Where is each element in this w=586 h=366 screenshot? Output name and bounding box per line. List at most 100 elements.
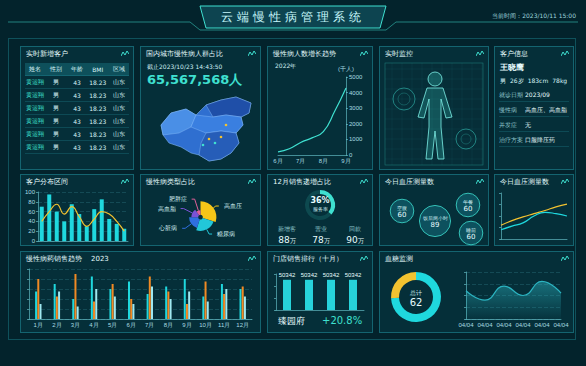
- svg-text:04/04: 04/04: [458, 322, 474, 328]
- svg-text:50342: 50342: [301, 272, 318, 278]
- svg-text:3月: 3月: [71, 322, 80, 328]
- html-text:实时监控: 实时监控: [385, 50, 413, 58]
- svg-text:04/04: 04/04: [515, 322, 531, 328]
- html-text:臻园府: 臻园府: [278, 316, 305, 326]
- svg-text:50342: 50342: [345, 272, 362, 278]
- html-text:今日血压测量数: 今日血压测量数: [500, 178, 549, 186]
- svg-text:12月: 12月: [236, 322, 249, 328]
- html-text:慢性病类型占比: 慢性病类型占比: [146, 178, 195, 186]
- html-text:今日血压测量数: 今日血压测量数: [385, 178, 434, 186]
- svg-text:(千人): (千人): [338, 65, 354, 72]
- svg-text:10月: 10月: [199, 322, 212, 328]
- svg-text:2月: 2月: [52, 322, 61, 328]
- svg-text:1月: 1月: [34, 322, 43, 328]
- svg-text:6月: 6月: [273, 158, 282, 164]
- svg-text:04/04: 04/04: [477, 322, 493, 328]
- html-text:实时新增客户: 实时新增客户: [26, 50, 68, 58]
- html-text:18.23: 18.23: [89, 104, 107, 112]
- svg-text:空腹: 空腹: [397, 205, 407, 211]
- html-text:山东: 山东: [112, 116, 125, 124]
- html-text:18.23: 18.23: [89, 78, 107, 86]
- svg-text:04/04: 04/04: [534, 322, 550, 328]
- svg-text:04/04: 04/04: [496, 322, 512, 328]
- html-text:36%: 36%: [310, 196, 330, 205]
- html-text:山东: 山东: [112, 77, 125, 85]
- html-text:山东: 山东: [112, 142, 125, 150]
- html-text:年龄: 年龄: [71, 64, 83, 72]
- html-text:黄运翔: 黄运翔: [26, 129, 45, 137]
- html-text:62: 62: [409, 297, 423, 308]
- svg-text:7月: 7月: [145, 322, 154, 328]
- svg-text:4月: 4月: [89, 322, 98, 328]
- svg-text:20: 20: [28, 228, 35, 234]
- svg-text:89: 89: [431, 221, 440, 229]
- svg-text:8月: 8月: [319, 158, 328, 164]
- html-text:客户分布区间: 客户分布区间: [26, 178, 68, 186]
- svg-text:7月: 7月: [296, 158, 305, 164]
- html-text:+20.8%: +20.8%: [322, 315, 363, 326]
- svg-text:60: 60: [398, 211, 407, 219]
- html-text:姓名: 姓名: [29, 64, 42, 72]
- html-text:43: 43: [73, 117, 81, 125]
- html-text:90万: 90万: [346, 235, 364, 245]
- html-text:43: 43: [73, 143, 81, 151]
- svg-text:50342: 50342: [279, 272, 296, 278]
- svg-text:8月: 8月: [164, 322, 173, 328]
- svg-text:高血压: 高血压: [224, 202, 242, 209]
- html-text:78万: 78万: [312, 235, 330, 245]
- html-text:黄运翔: 黄运翔: [26, 77, 45, 85]
- html-text:88万: 88万: [278, 235, 296, 245]
- html-text:慢性病人数增长趋势: 慢性病人数增长趋势: [273, 50, 336, 58]
- html-text:18.23: 18.23: [89, 143, 107, 151]
- html-text:65,567,568人: 65,567,568人: [147, 72, 243, 87]
- svg-text:60: 60: [28, 209, 35, 215]
- svg-text:4000: 4000: [349, 90, 363, 96]
- html-text:12月销售递增占比: 12月销售递增占比: [273, 178, 331, 186]
- html-text:国内城市慢性病人群占比: 国内城市慢性病人群占比: [146, 50, 223, 58]
- svg-text:80: 80: [28, 199, 35, 205]
- html-text:黄运翔: 黄运翔: [26, 90, 45, 98]
- html-text:18.23: 18.23: [89, 130, 107, 138]
- svg-text:2000: 2000: [349, 121, 363, 127]
- html-text:山东: 山东: [112, 90, 125, 98]
- svg-text:饭后两小时: 饭后两小时: [422, 215, 448, 221]
- html-text:区域: 区域: [112, 64, 125, 72]
- svg-text:0: 0: [32, 238, 36, 244]
- html-text:云端慢性病管理系统: 云端慢性病管理系统: [221, 10, 365, 24]
- svg-text:肥胖症: 肥胖症: [169, 196, 187, 202]
- html-text:黄运翔: 黄运翔: [26, 103, 45, 111]
- svg-text:50342: 50342: [323, 272, 340, 278]
- html-text:黄运翔: 黄运翔: [26, 142, 45, 150]
- svg-text:6月: 6月: [127, 322, 136, 328]
- svg-text:100: 100: [25, 189, 36, 195]
- html-text:18.23: 18.23: [89, 117, 107, 125]
- svg-text:60: 60: [467, 233, 476, 241]
- html-text:18.23: 18.23: [89, 91, 107, 99]
- svg-text:9月: 9月: [341, 158, 350, 164]
- html-text:黄运翔: 黄运翔: [26, 116, 45, 124]
- svg-text:60: 60: [464, 205, 473, 213]
- svg-text:5000: 5000: [349, 74, 363, 80]
- svg-text:5月: 5月: [108, 322, 117, 328]
- html-text:43: 43: [73, 130, 81, 138]
- html-text:43: 43: [73, 91, 81, 99]
- html-text:山东: 山东: [112, 129, 125, 137]
- html-text:性别: 性别: [50, 64, 63, 72]
- svg-text:糖尿病: 糖尿病: [217, 231, 235, 237]
- svg-text:3000: 3000: [349, 105, 363, 111]
- html-text:山东: 山东: [112, 103, 125, 111]
- svg-text:午餐: 午餐: [463, 199, 473, 205]
- svg-text:40: 40: [28, 218, 35, 224]
- svg-text:04/04: 04/04: [553, 322, 569, 328]
- svg-text:9月: 9月: [182, 322, 191, 328]
- html-text:客户信息: 客户信息: [500, 50, 528, 58]
- svg-text:1000: 1000: [349, 136, 363, 142]
- html-text:王晓鹰: 王晓鹰: [500, 63, 524, 72]
- svg-text:高血脂: 高血脂: [158, 205, 176, 212]
- html-text:43: 43: [73, 78, 81, 86]
- html-text:43: 43: [73, 104, 81, 112]
- svg-text:心脏病: 心脏病: [158, 224, 177, 231]
- html-text:BMI: BMI: [92, 65, 104, 73]
- svg-text:11月: 11月: [218, 322, 230, 328]
- svg-text:睡前: 睡前: [466, 227, 476, 233]
